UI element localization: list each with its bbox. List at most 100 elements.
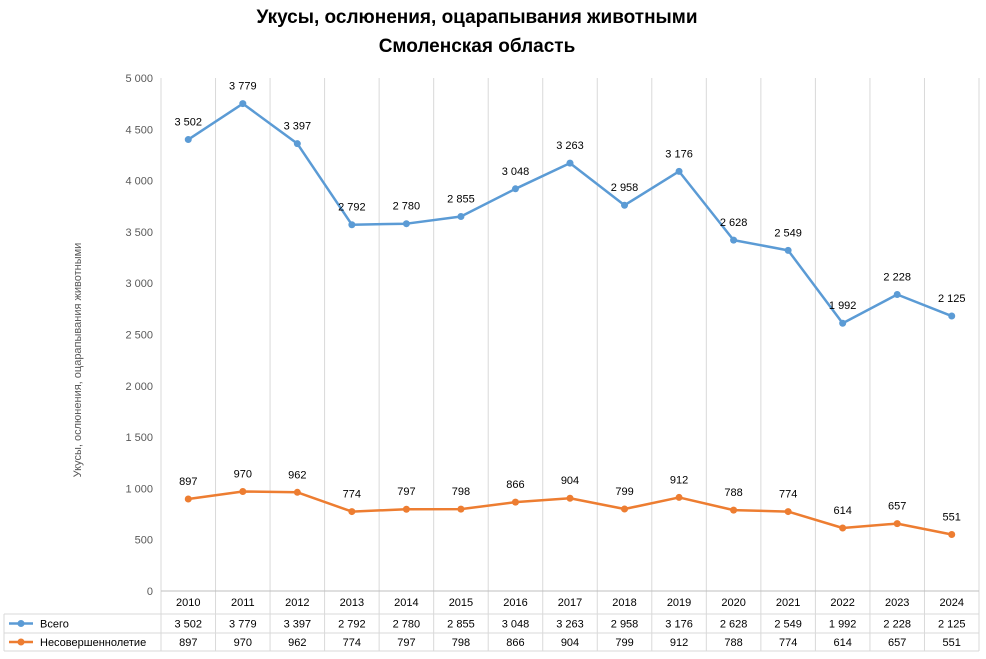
data-labels: 3 502 3 779 3 397 2 792 2 780 2 855 3 048 3 263… (175, 81, 966, 524)
chart-title-line-1: Укусы, ослюнения, оцарапывания животными (256, 7, 697, 28)
data-label: 774 (779, 489, 797, 501)
data-label: 797 (397, 486, 415, 498)
data-point (348, 508, 356, 516)
data-label: 774 (343, 489, 361, 501)
y-tick-label: 3 500 (125, 227, 153, 239)
table-cell: 970 (234, 637, 252, 649)
table-cell: 551 (943, 637, 961, 649)
data-point (730, 236, 738, 244)
table-cell: 657 (888, 637, 906, 649)
legend-key-marker (17, 620, 25, 627)
legend-series-name: Всего (40, 619, 69, 631)
data-point (293, 488, 301, 496)
table-cell: 3 176 (665, 619, 693, 631)
data-label: 2 228 (883, 271, 911, 283)
data-point (511, 498, 519, 506)
data-label: 2 958 (611, 182, 639, 194)
y-tick-label: 4 000 (125, 176, 153, 188)
data-point (948, 530, 956, 538)
x-tick-label: 2021 (776, 597, 800, 609)
series-lines (184, 100, 956, 538)
x-tick-label: 2011 (231, 597, 255, 609)
table-cell: 3 779 (229, 619, 257, 631)
data-label: 3 048 (502, 166, 530, 178)
y-tick-label: 2 000 (125, 381, 153, 393)
data-point (893, 520, 901, 528)
data-point (348, 221, 356, 229)
y-axis-ticks: 0 500 1 000 1 500 2 000 2 500 3 000 3 500 4 000 4… (125, 73, 153, 598)
table-cell: 866 (506, 637, 524, 649)
table-cell: 774 (343, 637, 361, 649)
table-cell: 904 (561, 637, 579, 649)
data-label: 3 176 (665, 148, 693, 160)
y-tick-label: 5 000 (125, 73, 153, 85)
data-point (457, 505, 465, 513)
data-label: 970 (234, 468, 252, 480)
data-label: 551 (943, 511, 961, 523)
data-point (239, 100, 247, 108)
series-line-vsego (187, 102, 953, 325)
table-cell: 2 780 (393, 619, 421, 631)
data-label: 657 (888, 501, 906, 513)
data-point (511, 185, 519, 193)
chart-title: Укусы, ослюнения, оцарапывания животными… (256, 7, 697, 57)
table-cell: 912 (670, 637, 688, 649)
x-tick-label: 2024 (939, 597, 963, 609)
data-point (675, 167, 683, 175)
table-cell: 3 397 (284, 619, 312, 631)
table-cell: 774 (779, 637, 797, 649)
data-label: 2 792 (338, 202, 366, 214)
data-point (566, 159, 574, 167)
data-label: 1 992 (829, 300, 857, 312)
table-cell: 614 (833, 637, 851, 649)
data-label: 904 (561, 475, 579, 487)
x-tick-label: 2014 (394, 597, 418, 609)
x-tick-label: 2016 (503, 597, 527, 609)
y-tick-label: 4 500 (125, 124, 153, 136)
data-label: 897 (179, 476, 197, 488)
y-axis-label: Укусы, ослюнения, оцарапывания животными (72, 243, 84, 478)
table-cell: 3 048 (502, 619, 530, 631)
table-cell: 788 (724, 637, 742, 649)
data-label: 3 502 (175, 117, 203, 129)
table-cell: 797 (397, 637, 415, 649)
data-label: 799 (615, 486, 633, 498)
y-tick-label: 500 (135, 535, 153, 547)
x-tick-label: 2015 (449, 597, 473, 609)
table-cell: 2 958 (611, 619, 639, 631)
table-cell: 2 125 (938, 619, 966, 631)
data-point (239, 487, 247, 495)
data-point (730, 506, 738, 514)
data-point (402, 505, 410, 513)
data-label: 2 855 (447, 194, 475, 206)
data-label: 3 779 (229, 81, 257, 93)
table-cell: 2 628 (720, 619, 748, 631)
data-table: 2010 2011 2012 2013 2014 2015 2016 2017 2018 2019… (3, 597, 979, 652)
data-label: 2 628 (720, 217, 748, 229)
data-point (784, 246, 792, 254)
data-label: 962 (288, 469, 306, 481)
table-cell: 2 549 (774, 619, 802, 631)
table-cell: 897 (179, 637, 197, 649)
table-cell: 3 502 (175, 619, 203, 631)
chart-title-line-2: Смоленская область (379, 36, 576, 57)
gridlines (160, 78, 980, 651)
table-cell: 798 (452, 637, 470, 649)
x-tick-label: 2019 (667, 597, 691, 609)
x-tick-label: 2012 (285, 597, 309, 609)
x-tick-label: 2018 (612, 597, 636, 609)
data-point (566, 494, 574, 502)
data-point (893, 290, 901, 298)
y-tick-label: 0 (147, 586, 153, 598)
data-label: 3 397 (284, 121, 312, 133)
data-point (784, 508, 792, 516)
data-label: 788 (724, 487, 742, 499)
data-point (184, 136, 192, 144)
x-tick-label: 2022 (830, 597, 854, 609)
table-cell: 2 228 (883, 619, 911, 631)
data-point (293, 140, 301, 148)
data-label: 866 (506, 479, 524, 491)
x-tick-label: 2013 (340, 597, 364, 609)
table-cell: 2 855 (447, 619, 475, 631)
table-cell: 3 263 (556, 619, 584, 631)
